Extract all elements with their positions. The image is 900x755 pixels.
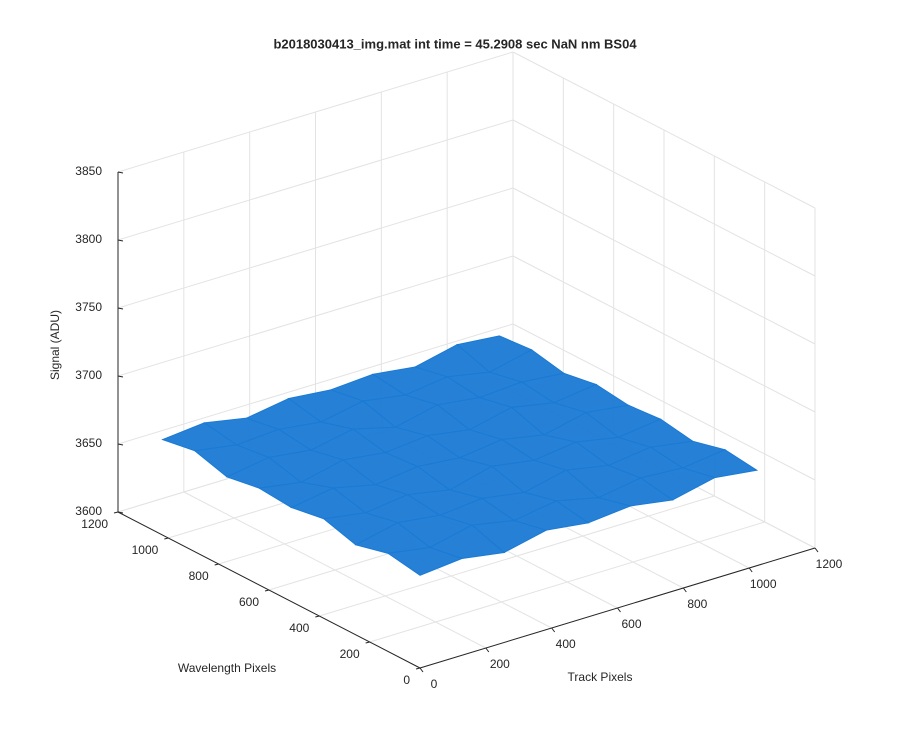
z-tick-label: 3650 (75, 436, 102, 450)
y-tick-label: 0 (403, 673, 410, 687)
x-tick-label: 1200 (816, 557, 843, 571)
z-tick (117, 375, 124, 378)
z-tick-label: 3700 (75, 368, 102, 382)
x-tick-label: 200 (490, 657, 510, 671)
y-axis-label: Wavelength Pixels (178, 661, 276, 675)
x-tick (682, 587, 687, 593)
y-tick (113, 511, 119, 514)
grid-line (369, 521, 765, 643)
x-tick-label: 400 (556, 637, 576, 651)
grid-line (117, 187, 514, 309)
x-tick (419, 667, 424, 673)
grid-line (512, 323, 816, 481)
grid-line (117, 119, 514, 241)
chart-title: b2018030413_img.mat int time = 45.2908 s… (273, 36, 637, 51)
y-tick-label: 200 (340, 647, 360, 661)
z-tick-label: 3600 (75, 504, 102, 518)
x-axis-label: Track Pixels (568, 670, 633, 684)
y-tick (415, 667, 421, 670)
y-tick-label: 600 (239, 595, 259, 609)
z-tick (117, 171, 124, 174)
x-tick (617, 607, 621, 613)
x-tick (814, 547, 819, 553)
grid-line (512, 187, 816, 345)
grid-line (117, 255, 514, 377)
x-tick-label: 800 (687, 597, 707, 611)
grid-line (319, 495, 715, 617)
grid-line (512, 255, 816, 413)
grid-line (117, 51, 514, 173)
x-tick-label: 0 (431, 677, 438, 691)
z-tick (117, 307, 124, 310)
z-axis-label: Signal (ADU) (48, 310, 62, 380)
z-tick-label: 3850 (75, 164, 102, 178)
grid-line (512, 119, 816, 277)
z-tick-label: 3750 (75, 300, 102, 314)
y-tick (365, 641, 370, 644)
y-tick-label: 1000 (132, 543, 159, 557)
z-tick (117, 239, 124, 242)
y-tick-label: 400 (289, 621, 309, 635)
x-tick-label: 600 (621, 617, 641, 631)
y-tick (214, 563, 219, 566)
surface-patch (386, 546, 464, 576)
x-tick-label: 1000 (750, 577, 777, 591)
z-tick (117, 511, 124, 514)
y-tick-label: 800 (189, 569, 209, 583)
y-tick (264, 589, 270, 592)
x-tick (748, 567, 753, 573)
y-tick (164, 537, 169, 540)
y-tick-label: 1200 (81, 517, 108, 531)
grid-line (117, 323, 514, 445)
x-tick (551, 627, 556, 633)
grid-line (512, 51, 816, 209)
z-tick-label: 3800 (75, 232, 102, 246)
z-tick (117, 443, 124, 446)
x-tick (485, 647, 490, 653)
y-tick (315, 615, 320, 618)
